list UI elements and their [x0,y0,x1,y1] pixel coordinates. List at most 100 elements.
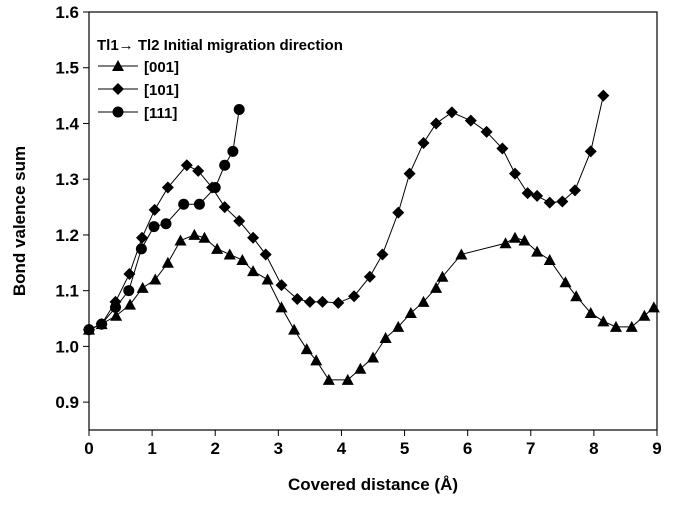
plot-frame [88,11,658,431]
marker [198,231,211,243]
marker [647,301,660,313]
marker [160,218,172,230]
x-tick-label: 7 [526,439,535,458]
x-tick-label: 0 [84,439,93,458]
marker [233,215,246,227]
marker [348,290,361,303]
marker [180,159,193,172]
marker [112,60,124,71]
marker [543,196,556,209]
x-tick-label: 5 [400,439,409,458]
marker [430,281,443,293]
marker [363,270,376,283]
marker [556,195,569,208]
marker [83,324,95,336]
marker [288,323,301,335]
marker [136,281,149,293]
y-tick-label: 1.6 [55,3,79,22]
marker [148,221,160,233]
marker [568,184,581,197]
marker [341,373,354,385]
marker [584,306,597,318]
marker [543,254,556,266]
marker [275,301,288,313]
marker [96,318,108,330]
marker [124,298,137,310]
marker [436,270,449,282]
marker [376,248,389,261]
marker [219,159,231,171]
marker [597,89,610,102]
marker [148,203,161,216]
marker [509,231,521,243]
y-tick-label: 1.5 [55,59,79,78]
x-tick-label: 1 [147,439,156,458]
legend-label: [001] [144,59,179,76]
marker [625,320,638,332]
marker [417,136,430,149]
marker [247,231,260,244]
y-tick-label: 1.4 [55,114,79,133]
marker [403,167,416,180]
marker [178,198,190,210]
marker [509,167,521,180]
marker [559,276,572,288]
marker [110,301,122,313]
x-tick-label: 8 [589,439,598,458]
marker [227,145,239,157]
marker [638,309,651,321]
marker [521,187,534,200]
marker [236,254,249,266]
x-tick-label: 2 [210,439,219,458]
x-tick-label: 6 [463,439,472,458]
legend-label: [111] [144,105,177,122]
marker [136,231,149,244]
marker [218,201,231,214]
marker [259,248,272,261]
x-tick-label: 4 [337,439,347,458]
marker [464,114,477,127]
marker [161,181,174,194]
marker [161,256,174,268]
marker [584,145,597,158]
series-line [88,95,604,331]
marker [310,354,323,366]
marker [570,290,583,302]
marker [149,273,162,285]
marker [404,306,417,318]
marker [223,248,236,260]
marker [499,237,512,249]
marker [261,273,274,285]
marker [332,296,345,309]
marker [112,83,124,95]
x-axis-label: Covered distance (Å) [288,475,458,494]
marker [211,242,224,254]
y-axis-label: Bond valence sum [10,146,29,296]
marker [275,279,288,292]
legend-title: Tl1→ Tl2 Initial migration direction [97,37,343,54]
y-tick-label: 1.3 [55,170,79,189]
marker [531,189,544,202]
marker [209,182,221,194]
marker [430,117,443,130]
marker [322,373,335,385]
marker [135,243,147,255]
x-tick-label: 3 [274,439,283,458]
legend-label: [101] [144,82,179,99]
marker [233,104,245,116]
marker [110,309,123,321]
marker [379,332,392,344]
marker [455,248,468,260]
marker [247,265,260,277]
marker [609,320,622,332]
marker [188,228,201,240]
marker [392,320,405,332]
marker [303,295,316,308]
y-tick-label: 1.0 [55,337,79,356]
marker [367,351,379,363]
marker [112,106,124,118]
y-tick-label: 0.9 [55,393,79,412]
marker [531,245,544,257]
marker [123,285,135,297]
marker [496,142,509,155]
